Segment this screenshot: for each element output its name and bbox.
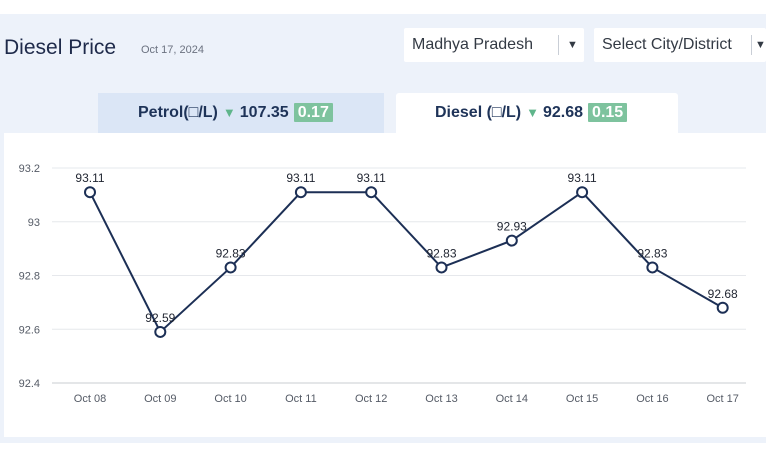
data-label: 93.11 [75,171,104,185]
data-label: 92.83 [426,246,456,260]
state-select-divider [558,35,559,55]
tab-diesel[interactable]: Diesel (□/L) ▼ 92.68 0.15 [396,93,678,133]
tab-diesel-price: 92.68 [543,104,584,121]
data-label: 93.11 [286,171,315,185]
data-label: 92.83 [637,246,667,260]
data-point [224,261,237,274]
data-point [365,186,378,199]
x-tick-label: Oct 13 [425,393,457,405]
state-select[interactable]: Madhya Pradesh ▼ [404,28,584,62]
chart-card [4,133,766,437]
state-select-value: Madhya Pradesh [412,36,533,53]
y-tick-label: 92.4 [19,378,40,390]
city-select-divider [751,35,752,55]
data-label: 93.11 [357,171,386,185]
data-point [154,325,167,338]
tab-petrol-label: Petrol(□/L) [138,104,218,121]
page-date: Oct 17, 2024 [141,44,204,56]
x-tick-label: Oct 12 [355,393,387,405]
tab-petrol-price: 107.35 [239,104,289,121]
data-point [84,186,96,199]
x-tick-label: Oct 08 [74,393,106,405]
tab-diesel-label: Diesel (□/L) [435,104,522,121]
data-point [505,234,518,247]
tab-diesel-change-badge: 0.15 [588,103,628,122]
tab-petrol-change-badge: 0.17 [293,103,333,122]
page-title: Diesel Price [4,36,117,59]
data-point [576,186,589,199]
x-tick-label: Oct 15 [566,393,598,405]
city-select[interactable]: Select City/District ▼ [594,28,766,62]
triangle-down-icon: ▼ [526,105,539,120]
y-tick-label: 92.6 [19,324,40,336]
x-tick-label: Oct 14 [496,393,528,405]
bottom-band [0,443,766,459]
y-tick-label: 92.8 [19,271,40,283]
series-line [89,191,724,333]
data-point [716,301,729,314]
data-label: 92.83 [216,246,246,260]
x-tick-label: Oct 16 [636,393,668,405]
data-point [435,261,448,274]
y-tick-label: 93 [28,217,40,229]
data-label: 92.93 [497,220,527,234]
data-label: 93.11 [568,171,597,185]
x-tick-label: Oct 11 [285,393,317,405]
tab-petrol[interactable]: Petrol(□/L) ▼ 107.35 0.17 [98,93,384,133]
x-tick-label: Oct 17 [706,393,738,405]
caret-down-icon[interactable]: ▼ [755,39,766,51]
top-band [0,0,766,14]
data-point [646,261,659,274]
x-tick-label: Oct 10 [214,393,246,405]
data-label: 92.68 [708,287,738,301]
triangle-down-icon: ▼ [222,105,236,120]
city-select-placeholder: Select City/District [602,36,732,53]
caret-down-icon[interactable]: ▼ [567,39,578,51]
x-tick-label: Oct 09 [144,393,176,405]
y-tick-label: 93.2 [19,163,40,175]
data-label: 92.59 [145,311,175,325]
data-point [294,186,307,199]
